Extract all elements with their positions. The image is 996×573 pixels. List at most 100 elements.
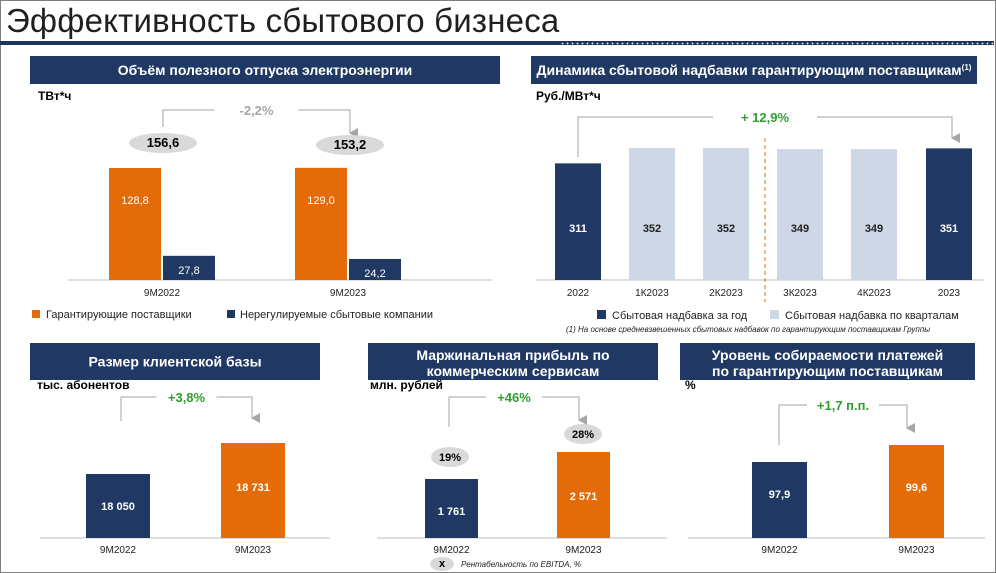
margin-unit: млн. рублей [370, 378, 443, 392]
clients-category-0: 9М2022 [100, 545, 137, 556]
title-dotted-pattern [560, 42, 994, 45]
markup-category-2: 2К2023 [709, 288, 743, 299]
volume-legend-nsk-label: Нерегулируемые сбытовые компании [240, 309, 433, 321]
markup-label-1: 352 [643, 223, 661, 235]
markup-bracket-right [817, 116, 960, 143]
markup-category-5: 2023 [938, 288, 961, 299]
markup-header [531, 56, 977, 84]
volume-legend-gp-swatch [32, 310, 40, 318]
markup-change-label: + 12,9% [741, 110, 790, 125]
collection-category-0: 9М2022 [761, 545, 798, 556]
collection-bracket-left [778, 404, 807, 445]
markup-footnote: (1) На основе средневзвешенных сбытовых … [566, 325, 930, 334]
volume-label-gp-1: 129,0 [307, 195, 335, 207]
volume-unit: ТВт*ч [38, 89, 71, 103]
clients-bar-0 [86, 474, 150, 538]
markup-legend-year-label: Сбытовая надбавка за год [612, 310, 748, 322]
volume-total-0-pill-label: 156,6 [147, 135, 180, 150]
markup-title-footnote-ref: (1) [962, 63, 972, 72]
volume-total-1-pill [316, 135, 384, 155]
markup-label-3: 349 [791, 223, 809, 235]
markup-legend-quarter-swatch [770, 310, 779, 319]
collection-header [680, 343, 975, 380]
markup-bar-4 [851, 149, 897, 280]
markup-category-4: 4К2023 [857, 288, 891, 299]
collection-bar-1 [889, 445, 944, 538]
collection-category-1: 9М2023 [898, 545, 935, 556]
markup-category-0: 2022 [567, 288, 590, 299]
volume-bracket-left [162, 109, 215, 127]
markup-category-1: 1К2023 [635, 288, 669, 299]
volume-header [30, 56, 500, 84]
margin-bracket-left [448, 396, 486, 427]
markup-label-5: 351 [940, 223, 958, 235]
markup-bracket-left [577, 116, 713, 157]
volume-legend-nsk-swatch [227, 310, 235, 318]
markup-legend-quarter-label: Сбытовая надбавка по кварталам [785, 310, 959, 322]
margin-bracket-right [542, 396, 587, 425]
margin-ebitda-0-pill [431, 447, 469, 467]
volume-category-1: 9М2023 [330, 288, 367, 299]
clients-category-1: 9М2023 [235, 545, 272, 556]
margin-legend-pill [430, 557, 454, 571]
volume-category-0: 9М2022 [144, 288, 181, 299]
margin-bar-0 [425, 479, 478, 538]
margin-category-1: 9М2023 [565, 545, 602, 556]
volume-label-nsk-0: 27,8 [178, 265, 199, 277]
volume-bracket-right [298, 109, 358, 138]
collection-change-label: +1,7 п.п. [817, 398, 869, 413]
margin-title-line2: коммерческим сервисам [427, 363, 600, 379]
margin-category-0: 9М2022 [433, 545, 470, 556]
margin-bar-1 [557, 452, 610, 538]
markup-label-4: 349 [865, 223, 883, 235]
clients-unit: тыс. абонентов [37, 378, 129, 392]
volume-label-gp-0: 128,8 [121, 195, 149, 207]
page-title: Эффективность сбытового бизнеса [6, 2, 560, 39]
margin-label-1: 2 571 [570, 491, 598, 503]
clients-bracket-right [216, 396, 260, 423]
collection-title-line2: по гарантирующим поставщикам [712, 363, 943, 379]
markup-label-2: 352 [717, 223, 735, 235]
markup-unit: Руб./МВт*ч [536, 89, 601, 103]
title-underline [0, 41, 994, 45]
clients-label-0: 18 050 [101, 501, 135, 513]
clients-bar-1 [221, 443, 285, 538]
margin-header [368, 343, 658, 380]
margin-label-0: 1 761 [438, 506, 466, 518]
clients-title: Размер клиентской базы [88, 354, 261, 370]
volume-total-0-pill [129, 133, 197, 153]
collection-label-0: 97,9 [769, 489, 790, 501]
clients-header [30, 343, 320, 380]
margin-title-line1: Маржинальная прибыль по [416, 347, 609, 363]
margin-legend-label: Рентабельность по EBITDA, % [461, 560, 581, 569]
markup-category-3: 3К2023 [783, 288, 817, 299]
volume-change-label: -2,2% [240, 103, 274, 118]
markup-title: Динамика сбытовой надбавки гарантирующим… [537, 62, 972, 78]
volume-bar-gp-1 [295, 167, 347, 280]
volume-bar-nsk-1 [349, 258, 401, 280]
volume-legend-gp-label: Гарантирующие поставщики [46, 309, 192, 321]
clients-bracket-left [120, 396, 157, 421]
markup-bar-5 [926, 148, 972, 280]
volume-label-nsk-1: 24,2 [364, 268, 385, 280]
markup-bar-0 [555, 163, 601, 280]
margin-change-label: +46% [497, 390, 531, 405]
collection-bracket-right [879, 404, 915, 433]
markup-bar-2 [703, 148, 749, 280]
volume-bar-gp-0 [109, 168, 161, 280]
collection-unit: % [685, 378, 696, 392]
markup-label-0: 311 [569, 223, 587, 235]
volume-bar-nsk-0 [163, 255, 215, 280]
volume-total-1-pill-label: 153,2 [334, 137, 367, 152]
margin-ebitda-1-pill [564, 424, 602, 444]
collection-title-line1: Уровень собираемости платежей [712, 347, 943, 363]
collection-label-1: 99,6 [906, 482, 927, 494]
clients-label-1: 18 731 [236, 482, 270, 494]
markup-legend-year-swatch [597, 310, 606, 319]
collection-bar-0 [752, 462, 807, 538]
clients-change-label: +3,8% [168, 390, 206, 405]
volume-title: Объём полезного отпуска электроэнергии [118, 62, 412, 78]
margin-legend-marker: x [439, 558, 446, 570]
markup-bar-3 [777, 149, 823, 280]
